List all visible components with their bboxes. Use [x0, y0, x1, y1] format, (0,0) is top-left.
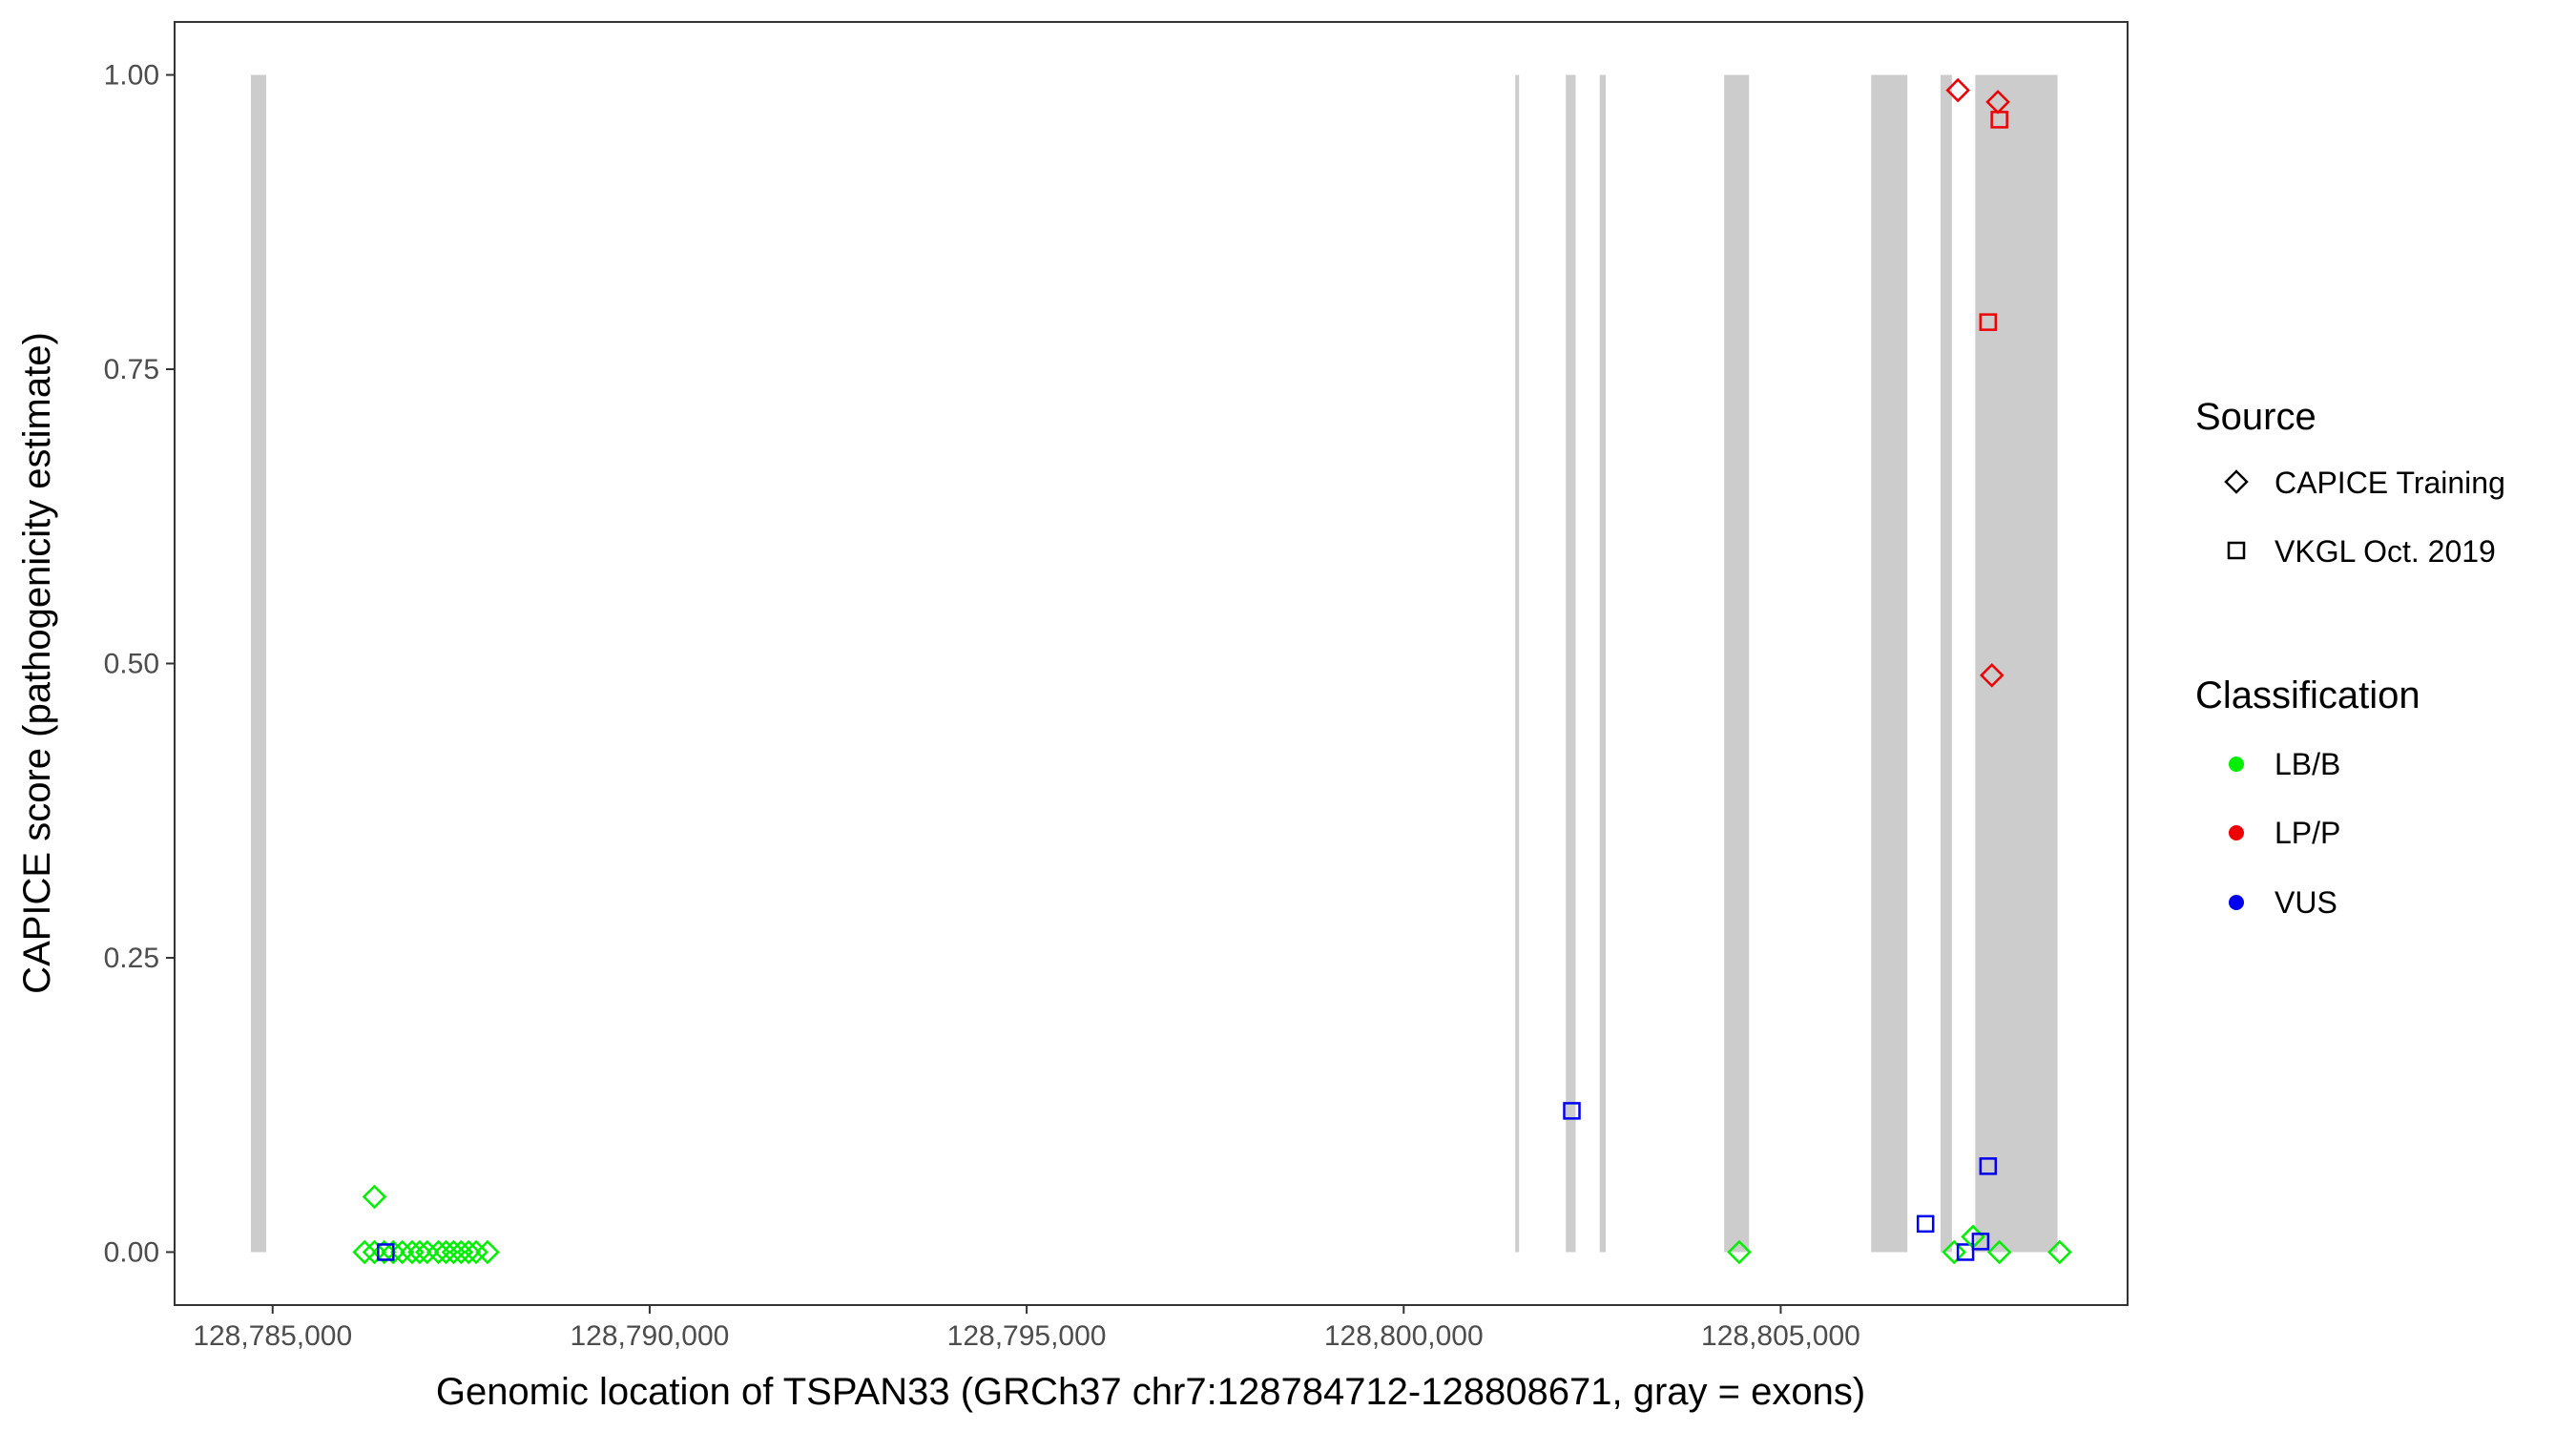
data-point-diamond [464, 1239, 488, 1265]
data-point-square [1956, 1243, 1975, 1261]
legend-classification-title: Classification [2195, 674, 2420, 716]
data-point-diamond [1942, 1239, 1966, 1265]
y-tick-label: 0.50 [104, 649, 159, 680]
legend-diamond-icon [2224, 469, 2249, 494]
data-point-square [1916, 1214, 1935, 1234]
x-tick-label: 128,800,000 [1324, 1320, 1484, 1352]
data-point-diamond [475, 1239, 500, 1265]
data-point-diamond [381, 1239, 405, 1265]
x-axis: 128,785,000 128,790,000 128,795,000 128,800… [193, 1305, 1860, 1352]
x-axis-title: Genomic location of TSPAN33 (GRCh37 chr7… [436, 1371, 1865, 1413]
x-tick-label: 128,785,000 [193, 1320, 352, 1352]
data-point-diamond [362, 1184, 387, 1210]
exon-band [1871, 74, 1908, 1253]
legend: Source CAPICE Training VKGL Oct. 2019 Cl… [2195, 396, 2505, 920]
plot-panel [175, 22, 2128, 1305]
x-tick-label: 128,790,000 [570, 1320, 729, 1352]
data-point-square [1990, 111, 2008, 129]
data-point-diamond [414, 1239, 440, 1265]
data-point-diamond [1727, 1239, 1752, 1265]
legend-source-vkgl-label: VKGL Oct. 2019 [2275, 534, 2496, 569]
y-axis: 0.00 0.25 0.50 0.75 1.00 [104, 60, 175, 1268]
data-point-square [1563, 1102, 1581, 1120]
data-point-diamond [407, 1239, 432, 1265]
y-tick-label: 0.75 [104, 354, 159, 385]
exon-band [250, 74, 267, 1253]
data-point-diamond [1945, 77, 1970, 103]
data-point-square [1979, 313, 1998, 331]
legend-lbb-dot [2229, 757, 2244, 772]
legend-class-lbb-label: LB/B [2275, 747, 2340, 781]
exon-bands [250, 74, 2058, 1253]
data-point-diamond [389, 1239, 415, 1265]
data-point-diamond [456, 1239, 482, 1265]
data-point-diamond [2047, 1239, 2072, 1265]
data-point-diamond [1979, 663, 2005, 688]
exon-band [1566, 74, 1576, 1253]
y-tick-label: 0.25 [104, 943, 159, 974]
exon-band [1599, 74, 1607, 1253]
y-axis-title: CAPICE score (pathogenicity estimate) [16, 332, 58, 994]
data-point-diamond [352, 1239, 377, 1265]
legend-class-lpp-label: LP/P [2275, 816, 2340, 850]
data-points [352, 77, 2072, 1265]
legend-source-capice-label: CAPICE Training [2275, 466, 2505, 500]
data-point-square [1979, 1157, 1998, 1175]
legend-source-title: Source [2195, 396, 2316, 438]
data-point-diamond [1986, 1239, 2012, 1265]
x-tick-label: 128,795,000 [947, 1320, 1107, 1352]
legend-vus-dot [2229, 895, 2244, 910]
y-tick-label: 0.00 [104, 1236, 159, 1268]
exon-band [1724, 74, 1750, 1253]
data-point-square [1971, 1233, 1990, 1251]
exon-band [1940, 74, 1952, 1253]
y-tick-label: 1.00 [104, 60, 159, 92]
data-point-square [377, 1243, 395, 1261]
legend-class-vus-label: VUS [2275, 885, 2337, 920]
legend-square-icon [2227, 541, 2246, 560]
legend-lpp-dot [2229, 825, 2244, 840]
x-tick-label: 128,805,000 [1701, 1320, 1860, 1352]
data-point-diamond [362, 1239, 387, 1265]
exon-band [1975, 74, 2058, 1253]
exon-band [1515, 74, 1520, 1253]
